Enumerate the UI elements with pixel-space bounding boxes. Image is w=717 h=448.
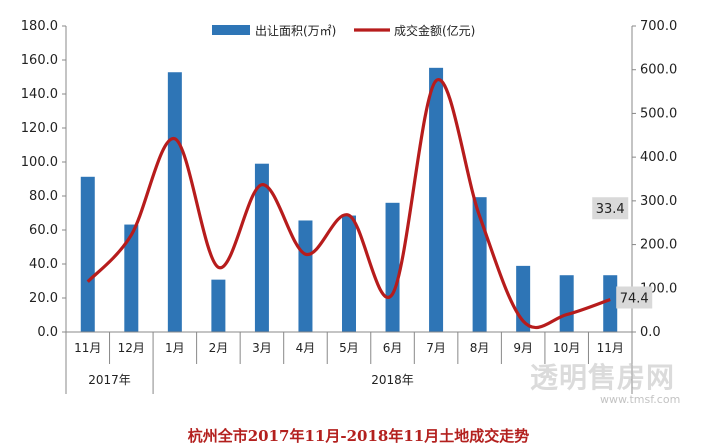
right-tick-label: 300.0 (640, 194, 677, 209)
category-label: 12月 (118, 341, 145, 355)
left-tick-label: 100.0 (21, 155, 58, 170)
bar-6 (342, 215, 356, 332)
category-label: 1月 (165, 341, 185, 355)
year-label: 2017年 (88, 373, 131, 387)
bar-8 (429, 67, 444, 332)
bar-7 (385, 202, 400, 332)
category-label: 6月 (383, 341, 403, 355)
amount-line (86, 78, 611, 330)
category-label: 7月 (426, 341, 446, 355)
left-tick-label: 0.0 (37, 325, 58, 340)
category-label: 11月 (74, 341, 101, 355)
left-axis-ticks: 0.0 20.0 40.0 60.0 80.0 100.0 120.0 140.0 160.0 1… (21, 19, 66, 340)
right-tick-label: 700.0 (640, 19, 677, 34)
year-label: 2018年 (371, 373, 414, 387)
chart-legend: 出让面积(万㎡) 成交金额(亿元) (212, 23, 475, 38)
chart-axes (65, 26, 633, 333)
category-axis: 11月 12月 1月 2月 3月 4月 5月 6月 7月 8月 9月 10月 11月 2017年 2018年 (65, 332, 633, 394)
category-label: 3月 (252, 341, 272, 355)
left-tick-label: 120.0 (21, 121, 58, 136)
category-label: 5月 (339, 341, 359, 355)
left-tick-label: 20.0 (29, 291, 58, 306)
right-tick-label: 400.0 (640, 150, 677, 165)
bar-9 (472, 197, 487, 332)
left-tick-label: 140.0 (21, 87, 58, 102)
legend-line-label: 成交金额(亿元) (394, 23, 475, 38)
left-tick-label: 180.0 (21, 19, 58, 34)
left-tick-label: 40.0 (29, 257, 58, 272)
category-label: 11月 (597, 341, 624, 355)
category-label: 10月 (553, 341, 580, 355)
bar-11 (559, 275, 574, 332)
bar-series-area (80, 67, 618, 333)
bar-0 (80, 176, 95, 332)
right-tick-label: 200.0 (640, 238, 677, 253)
data-label-box (592, 197, 629, 220)
legend-bar-swatch (212, 25, 250, 35)
bar-2 (167, 72, 182, 333)
category-label: 9月 (513, 341, 533, 355)
left-tick-label: 160.0 (21, 53, 58, 68)
legend-bar-label: 出让面积(万㎡) (255, 24, 336, 38)
right-tick-label: 0.0 (640, 325, 661, 340)
line-series-amount (86, 78, 611, 330)
bar-3 (211, 279, 226, 332)
right-tick-label: 500.0 (640, 106, 677, 121)
bar-4 (254, 163, 269, 332)
category-label: 2月 (209, 341, 229, 355)
right-tick-label: 600.0 (640, 63, 677, 78)
watermark-logo: 透明售房网 (530, 361, 676, 394)
data-label-text: 33.4 (596, 202, 625, 217)
data-label-text: 74.4 (620, 291, 649, 306)
left-tick-label: 80.0 (29, 189, 58, 204)
bar-12 (603, 275, 618, 332)
land-transaction-chart: 0.0 20.0 40.0 60.0 80.0 100.0 120.0 140.0 160.0 1… (21, 19, 677, 394)
chart-title: 杭州全市2017年11月-2018年11月土地成交走势 (187, 427, 530, 445)
watermark-url: www.tmsf.com (600, 393, 681, 406)
bar-1 (124, 224, 139, 332)
data-label-box (616, 286, 653, 309)
left-tick-label: 60.0 (29, 223, 58, 238)
data-labels: 33.4 74.4 (592, 197, 653, 309)
bar-5 (298, 220, 313, 332)
category-label: 4月 (296, 341, 316, 355)
category-label: 8月 (470, 341, 490, 355)
